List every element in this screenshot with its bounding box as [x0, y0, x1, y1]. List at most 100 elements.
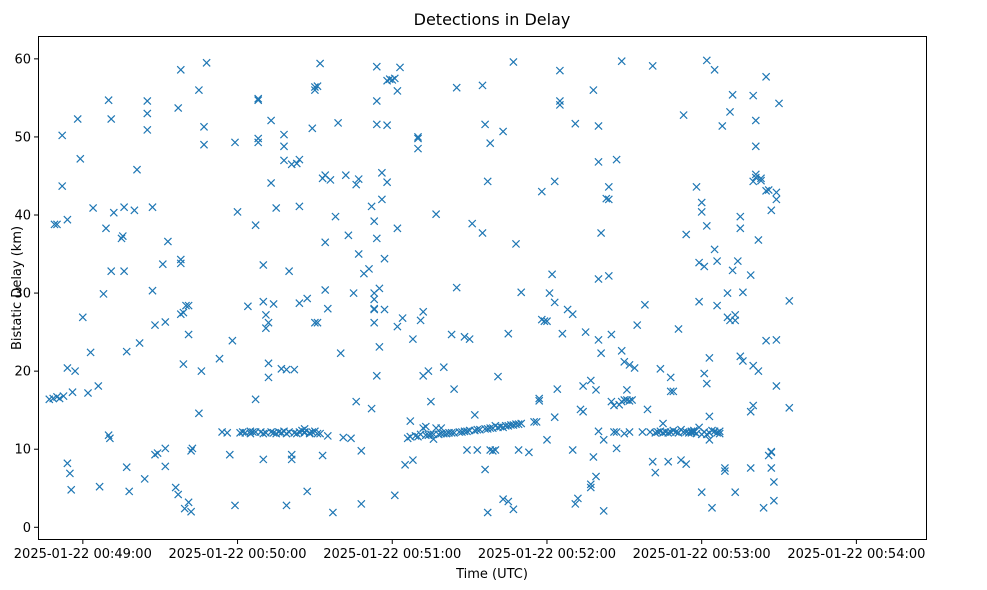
data-point [357, 499, 366, 508]
data-point [132, 165, 142, 174]
data-point [705, 353, 714, 362]
x-marker [383, 121, 392, 130]
x-marker [287, 450, 296, 459]
x-marker [651, 468, 660, 477]
data-point [545, 289, 554, 298]
x-marker [718, 121, 727, 131]
data-point [591, 472, 601, 481]
x-marker [664, 457, 673, 466]
x-marker [568, 310, 577, 319]
x-marker [710, 65, 719, 74]
x-marker [486, 424, 495, 433]
x-marker [542, 317, 552, 326]
data-point [194, 409, 203, 418]
x-marker [666, 373, 675, 382]
data-point [176, 65, 185, 74]
data-point [419, 307, 428, 316]
x-marker [725, 107, 735, 116]
data-point [568, 310, 577, 319]
x-marker [548, 270, 557, 279]
data-point [651, 428, 660, 437]
data-point [310, 82, 319, 92]
x-marker [705, 435, 714, 444]
data-point [620, 357, 629, 366]
x-marker [194, 86, 203, 95]
x-marker [511, 239, 521, 248]
x-marker [67, 485, 76, 494]
data-point [383, 178, 392, 187]
data-point [421, 422, 430, 431]
x-marker [267, 178, 276, 188]
data-point [267, 116, 276, 125]
x-marker [76, 154, 85, 163]
data-point [67, 485, 76, 494]
x-marker [762, 72, 771, 81]
x-marker [161, 317, 170, 327]
x-marker [261, 324, 270, 333]
x-marker [171, 483, 180, 492]
x-marker [259, 429, 268, 438]
data-point [282, 365, 291, 374]
x-marker [674, 324, 683, 334]
x-marker [254, 94, 263, 103]
x-marker [223, 428, 232, 437]
x-marker [120, 267, 129, 276]
data-point [756, 176, 766, 185]
data-point [331, 212, 340, 221]
data-point [586, 480, 595, 489]
x-marker [676, 456, 686, 465]
x-marker [695, 297, 704, 306]
data-point [303, 487, 312, 496]
data-point [517, 419, 526, 428]
x-marker [751, 116, 760, 125]
x-marker [622, 385, 631, 394]
x-marker [769, 477, 778, 487]
x-marker [460, 332, 469, 341]
x-marker [545, 289, 554, 298]
data-point [514, 420, 523, 429]
x-marker [640, 300, 649, 309]
x-marker [733, 257, 742, 266]
data-point [542, 317, 552, 326]
data-point [664, 457, 673, 466]
x-marker [259, 297, 268, 306]
data-point [447, 428, 456, 437]
data-point [202, 58, 211, 67]
data-point [700, 262, 709, 271]
data-point [481, 465, 490, 474]
data-point [187, 507, 196, 516]
x-marker [746, 271, 755, 280]
data-point [599, 435, 608, 444]
data-point [705, 435, 714, 444]
data-point [725, 107, 735, 116]
data-point [604, 271, 613, 280]
data-point [550, 177, 559, 186]
x-marker [594, 274, 603, 284]
x-marker [702, 56, 711, 65]
data-point [676, 456, 686, 465]
x-marker [625, 427, 634, 437]
x-marker [323, 431, 332, 440]
data-point [321, 285, 330, 295]
x-marker [612, 444, 621, 453]
x-marker [504, 329, 513, 338]
data-point [452, 83, 461, 92]
data-point [390, 491, 399, 500]
data-point [426, 430, 435, 439]
data-point [731, 316, 740, 325]
data-point [375, 284, 384, 293]
x-marker [481, 120, 490, 129]
x-marker [679, 111, 688, 120]
x-marker [180, 504, 189, 513]
data-point [63, 363, 72, 373]
data-point [535, 396, 544, 405]
data-point [648, 61, 657, 70]
data-point [180, 504, 189, 513]
data-point [349, 289, 358, 298]
x-marker [537, 187, 546, 196]
data-point [658, 419, 668, 428]
data-point [372, 234, 381, 243]
x-marker [179, 360, 188, 369]
data-point [749, 91, 758, 100]
data-point [697, 488, 706, 497]
